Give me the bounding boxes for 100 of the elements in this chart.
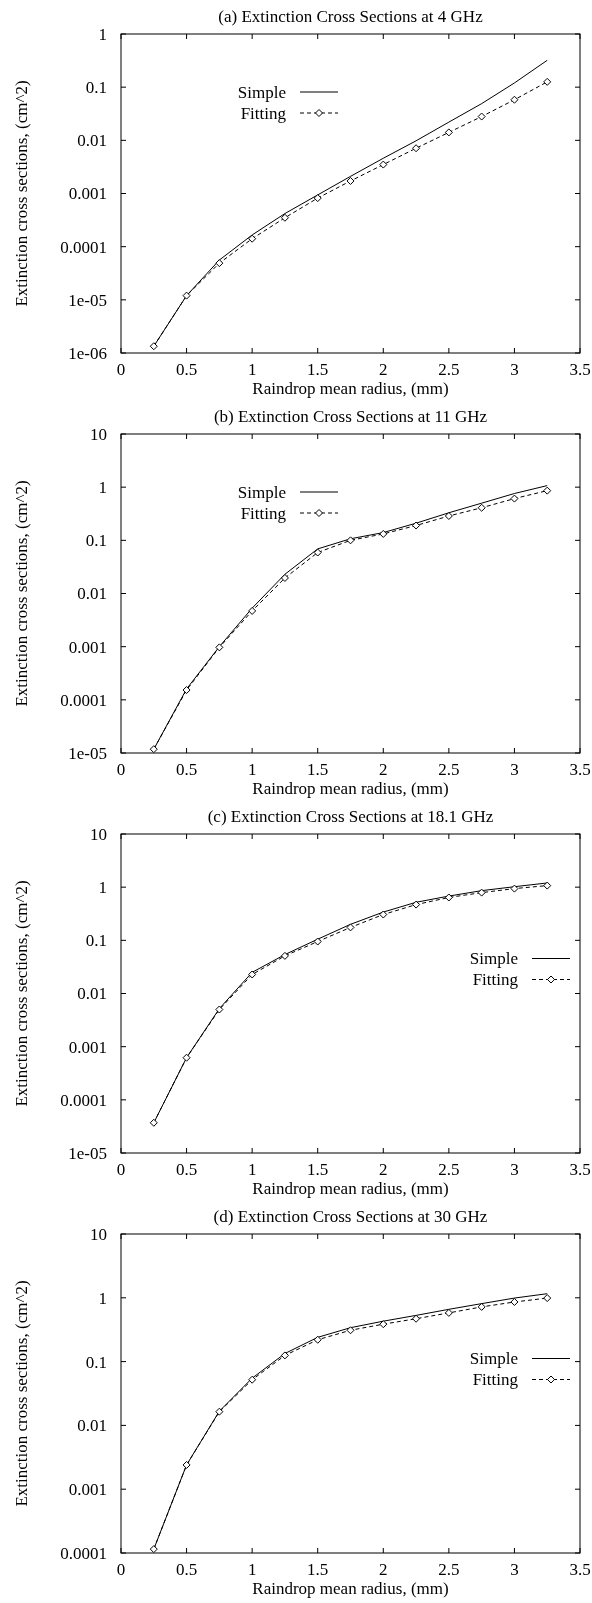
point xyxy=(215,1407,224,1416)
y-tick-label: 0.01 xyxy=(77,131,107,151)
point xyxy=(346,536,355,545)
x-tick-label: 2 xyxy=(379,1560,388,1579)
x-tick-label: 3 xyxy=(510,360,519,379)
y-axis-title: Extinction cross sections, (cm^2) xyxy=(12,80,31,307)
point xyxy=(313,194,322,203)
point xyxy=(543,77,552,86)
x-tick-label: 0.5 xyxy=(175,1560,198,1579)
x-tick-label: 3.5 xyxy=(569,360,591,379)
point xyxy=(248,970,257,979)
point xyxy=(477,112,486,121)
legend-label: Fitting xyxy=(240,503,287,523)
x-tick-label: 1.5 xyxy=(307,1560,329,1579)
point xyxy=(510,884,519,893)
x-axis-title: Raindrop mean radius, (mm) xyxy=(252,379,449,398)
point xyxy=(149,1545,158,1554)
point xyxy=(182,291,191,300)
point xyxy=(313,937,322,946)
point xyxy=(248,1375,257,1384)
point xyxy=(543,881,552,890)
y-tick-label: 0.001 xyxy=(68,637,107,657)
x-tick-label: 2 xyxy=(379,1160,388,1179)
point xyxy=(182,1460,191,1469)
point xyxy=(379,529,388,538)
y-tick-label: 0.001 xyxy=(68,1037,107,1057)
x-tick-label: 3 xyxy=(510,1160,519,1179)
point xyxy=(412,900,421,909)
point xyxy=(412,1314,421,1323)
point xyxy=(379,910,388,919)
y-tick-label: 0.1 xyxy=(85,1352,107,1372)
point xyxy=(477,888,486,897)
legend-label: Simple xyxy=(237,482,286,502)
point xyxy=(182,1053,191,1062)
x-axis-title: Raindrop mean radius, (mm) xyxy=(252,779,449,798)
point xyxy=(444,1308,453,1317)
x-tick-label: 0.5 xyxy=(175,760,198,779)
y-tick-label: 10 xyxy=(90,1224,107,1244)
x-tick-label: 2.5 xyxy=(438,1160,460,1179)
point xyxy=(280,213,289,222)
x-tick-label: 1 xyxy=(247,1560,257,1579)
legend-label: Simple xyxy=(469,1349,518,1369)
chart-title: (d) Extinction Cross Sections at 30 GHz xyxy=(213,1207,488,1226)
x-tick-label: 3 xyxy=(510,1560,519,1579)
chart-title: (c) Extinction Cross Sections at 18.1 GHz xyxy=(207,807,494,826)
y-tick-label: 1 xyxy=(98,1288,107,1308)
x-tick-label: 1.5 xyxy=(307,360,329,379)
x-tick-label: 2.5 xyxy=(438,360,460,379)
point xyxy=(543,486,552,495)
x-tick-label: 1.5 xyxy=(307,760,329,779)
point xyxy=(444,511,453,520)
legend-label: Simple xyxy=(469,949,518,969)
point xyxy=(543,1294,552,1303)
x-tick-label: 2.5 xyxy=(438,760,460,779)
x-tick-label: 3.5 xyxy=(569,1160,591,1179)
point xyxy=(444,893,453,902)
y-tick-label: 1 xyxy=(98,24,107,44)
chart-title: (b) Extinction Cross Sections at 11 GHz xyxy=(213,407,488,426)
x-tick-label: 0.5 xyxy=(175,1160,198,1179)
x-tick-label: 3.5 xyxy=(569,1560,591,1579)
point xyxy=(510,494,519,503)
y-tick-label: 1e-05 xyxy=(68,1143,107,1163)
y-axis-title: Extinction cross sections, (cm^2) xyxy=(12,480,31,707)
point xyxy=(280,1351,289,1360)
x-tick-label: 2 xyxy=(379,360,388,379)
y-tick-label: 10 xyxy=(90,824,107,844)
point xyxy=(149,1118,158,1127)
y-tick-label: 0.001 xyxy=(68,184,107,204)
x-axis-title: Raindrop mean radius, (mm) xyxy=(252,1179,449,1198)
point xyxy=(346,1326,355,1335)
point xyxy=(379,1320,388,1329)
y-tick-label: 1e-06 xyxy=(68,343,107,363)
point xyxy=(510,95,519,104)
point xyxy=(182,686,191,695)
y-tick-label: 1 xyxy=(98,878,107,898)
point xyxy=(215,643,224,652)
y-tick-label: 10 xyxy=(90,424,107,444)
y-tick-label: 0.001 xyxy=(68,1480,107,1500)
y-tick-label: 0.1 xyxy=(85,531,107,551)
point xyxy=(346,923,355,932)
point xyxy=(379,160,388,169)
x-tick-label: 0 xyxy=(116,760,126,779)
x-tick-label: 1 xyxy=(247,360,257,379)
y-tick-label: 1e-05 xyxy=(68,743,107,763)
legend-label: Fitting xyxy=(240,103,287,123)
point xyxy=(149,745,158,754)
x-tick-label: 0 xyxy=(116,1160,126,1179)
x-tick-label: 1 xyxy=(247,760,257,779)
point xyxy=(346,176,355,185)
x-tick-label: 3 xyxy=(510,760,519,779)
point xyxy=(510,1297,519,1306)
legend-label: Fitting xyxy=(472,970,519,990)
point xyxy=(412,521,421,530)
legend-label: Fitting xyxy=(472,1370,519,1390)
y-tick-label: 0.1 xyxy=(85,931,107,951)
point xyxy=(444,128,453,137)
point xyxy=(313,548,322,557)
y-tick-label: 1 xyxy=(98,478,107,498)
point xyxy=(248,234,257,243)
y-axis-title: Extinction cross sections, (cm^2) xyxy=(12,880,31,1107)
